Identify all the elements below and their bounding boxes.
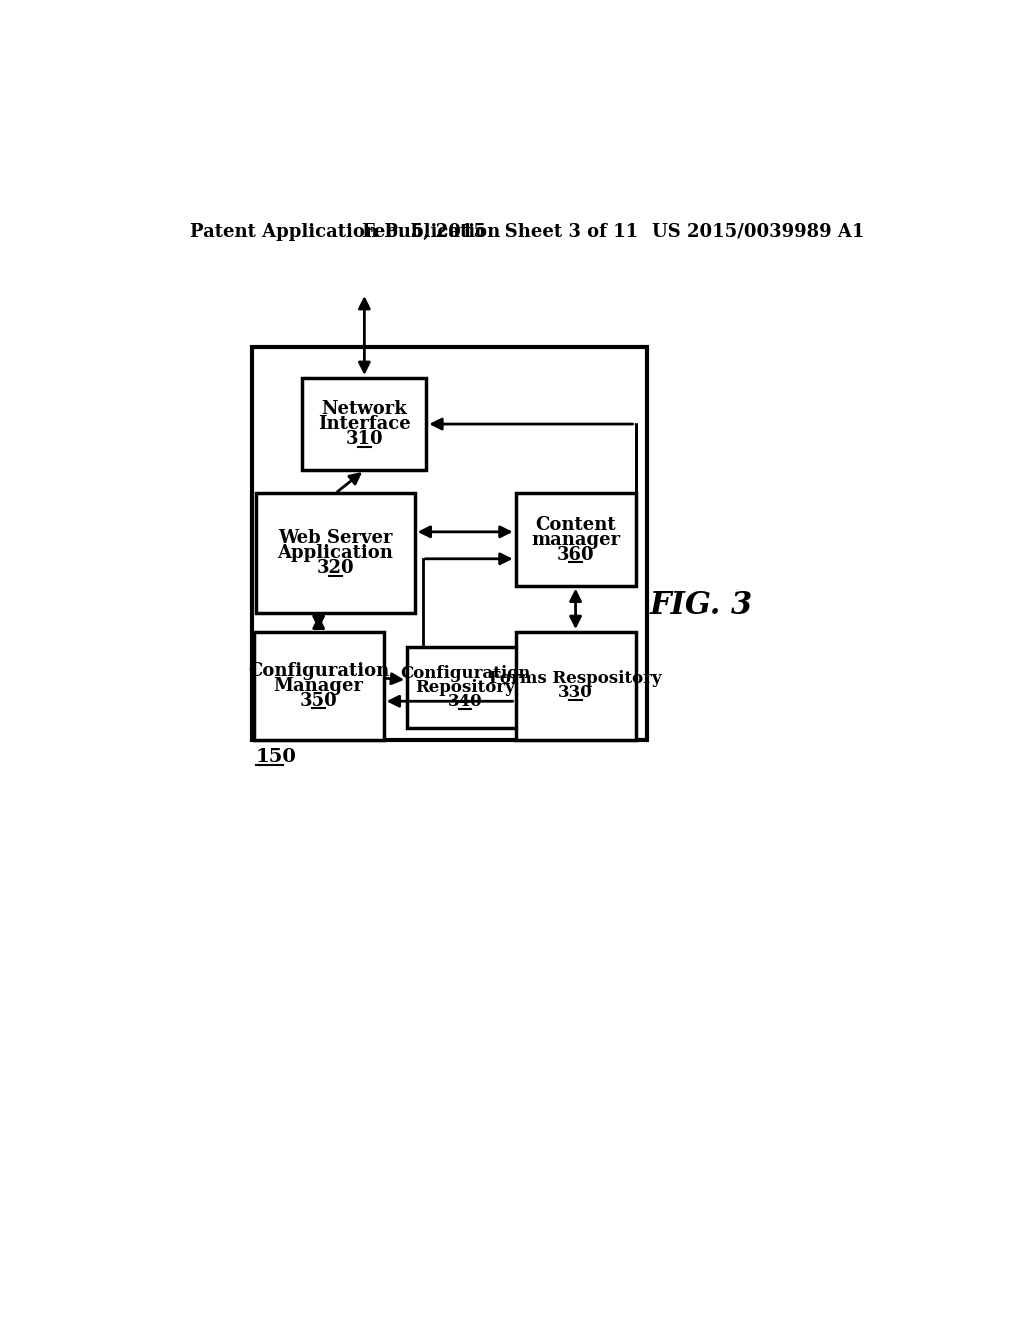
Bar	[515, 632, 636, 739]
Bar	[407, 647, 523, 729]
Bar	[302, 378, 426, 470]
Bar	[256, 494, 415, 612]
Text: Manager: Manager	[273, 677, 364, 694]
Text: US 2015/0039989 A1: US 2015/0039989 A1	[652, 223, 864, 240]
Bar	[254, 632, 384, 739]
Text: Configuration: Configuration	[248, 661, 389, 680]
Text: 150: 150	[256, 747, 297, 766]
Text: Feb. 5, 2015   Sheet 3 of 11: Feb. 5, 2015 Sheet 3 of 11	[361, 223, 638, 240]
Text: Configuration: Configuration	[400, 665, 530, 682]
Text: FIG. 3: FIG. 3	[650, 590, 753, 620]
Text: Patent Application Publication: Patent Application Publication	[190, 223, 501, 240]
Text: manager: manager	[531, 531, 621, 549]
Bar	[252, 347, 647, 739]
Text: 350: 350	[300, 692, 338, 710]
Text: Application: Application	[278, 544, 393, 562]
Text: Forms Respository: Forms Respository	[489, 671, 662, 688]
Text: Repository: Repository	[416, 680, 515, 696]
Text: Network: Network	[322, 400, 408, 418]
Bar	[515, 494, 636, 586]
Text: 310: 310	[345, 430, 383, 447]
Text: 320: 320	[316, 560, 354, 577]
Text: 330: 330	[558, 684, 593, 701]
Text: Interface: Interface	[318, 414, 411, 433]
Text: Web Server: Web Server	[279, 529, 392, 546]
Text: 360: 360	[557, 545, 594, 564]
Text: 340: 340	[447, 693, 482, 710]
Text: Content: Content	[536, 516, 615, 533]
